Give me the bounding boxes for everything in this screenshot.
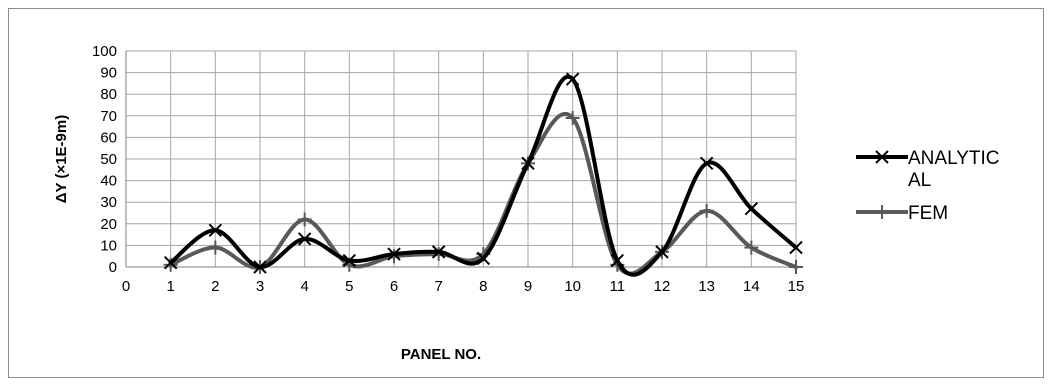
data-point-analytical (253, 260, 267, 274)
x-tick-label: 15 (788, 278, 805, 295)
data-point-analytical (476, 251, 491, 266)
data-point-analytical (699, 156, 714, 171)
marker-analytical-b (342, 253, 357, 268)
series-analytical (163, 72, 803, 277)
y-tick-label: 10 (100, 237, 117, 254)
x-tick-label: 3 (256, 278, 264, 295)
data-point-analytical (297, 232, 312, 246)
data-point-analytical (208, 223, 223, 237)
y-tick-label: 30 (100, 194, 117, 211)
series-line-analytical (168, 74, 798, 277)
y-tick-label: 20 (100, 216, 117, 233)
chart-area: 0 10 20 30 40 50 60 70 80 90 100 0 1 2 3 4 5 6 7 8 9 10 11 12 13… (8, 8, 1044, 378)
x-tick-label: 14 (743, 278, 760, 295)
x-tick-label: 12 (654, 278, 671, 295)
marker-analytical-b (744, 201, 759, 216)
marker-analytical-b (387, 247, 401, 261)
y-axis-title: ΔY (×1E-9m) (53, 115, 70, 203)
y-tick-label: 60 (100, 129, 117, 146)
legend-label-analytical: ANALYTIC (908, 148, 1000, 169)
data-point-fem (744, 240, 759, 255)
data-point-analytical (431, 245, 446, 259)
data-point-fem (208, 240, 223, 255)
legend-label-fem: FEM (908, 203, 948, 224)
y-tick-label: 40 (100, 173, 117, 190)
data-point-fem (699, 203, 714, 218)
x-tick-label: 11 (610, 278, 626, 295)
x-tick-label: 5 (345, 278, 353, 295)
legend-item-fem: FEM (856, 203, 948, 224)
y-tick-label: 70 (100, 108, 117, 125)
data-point-analytical (342, 253, 357, 268)
x-tick-label: 10 (564, 278, 581, 295)
x-tick-label: 0 (122, 278, 130, 295)
y-tick-label: 90 (100, 65, 117, 82)
series-group (163, 72, 803, 277)
y-tick-label: 100 (92, 43, 117, 60)
x-tick-label: 8 (479, 278, 487, 295)
data-point-fem (565, 110, 580, 125)
marker-analytical-b (476, 251, 491, 266)
marker-analytical-b (521, 156, 535, 171)
legend-label-analytical: AL (908, 170, 931, 191)
marker-analytical-b (699, 156, 714, 171)
data-point-analytical (387, 247, 401, 261)
marker-analytical-b (610, 253, 625, 268)
data-point-analytical (655, 245, 669, 259)
data-point-analytical (163, 255, 178, 270)
data-point-analytical (789, 240, 803, 255)
data-point-analytical (610, 253, 625, 268)
marker-analytical-b (253, 260, 267, 274)
marker-analytical-b (208, 223, 223, 237)
x-tick-label: 7 (434, 278, 442, 295)
data-point-fem (789, 260, 803, 274)
data-point-analytical (744, 201, 759, 216)
x-tick-label: 6 (390, 278, 398, 295)
legend-marker-analytical-b (875, 150, 889, 164)
x-axis-title: PANEL NO. (401, 346, 481, 363)
marker-analytical-b (565, 72, 580, 86)
marker-analytical-b (431, 245, 446, 259)
x-tick-label: 4 (300, 278, 308, 295)
data-point-analytical (565, 72, 580, 86)
y-tick-label: 50 (100, 151, 117, 168)
marker-analytical-b (297, 232, 312, 246)
x-tick-label: 13 (698, 278, 715, 295)
x-tick-label: 9 (524, 278, 532, 295)
x-tick-label: 1 (166, 278, 174, 295)
y-tick-label: 0 (109, 259, 117, 276)
x-tick-label: 2 (211, 278, 219, 295)
y-tick-label: 80 (100, 86, 117, 103)
data-point-fem (297, 212, 312, 227)
data-point-analytical (521, 156, 535, 171)
marker-analytical-b (163, 255, 178, 270)
marker-analytical-b (789, 240, 803, 255)
marker-analytical-b (655, 245, 669, 259)
